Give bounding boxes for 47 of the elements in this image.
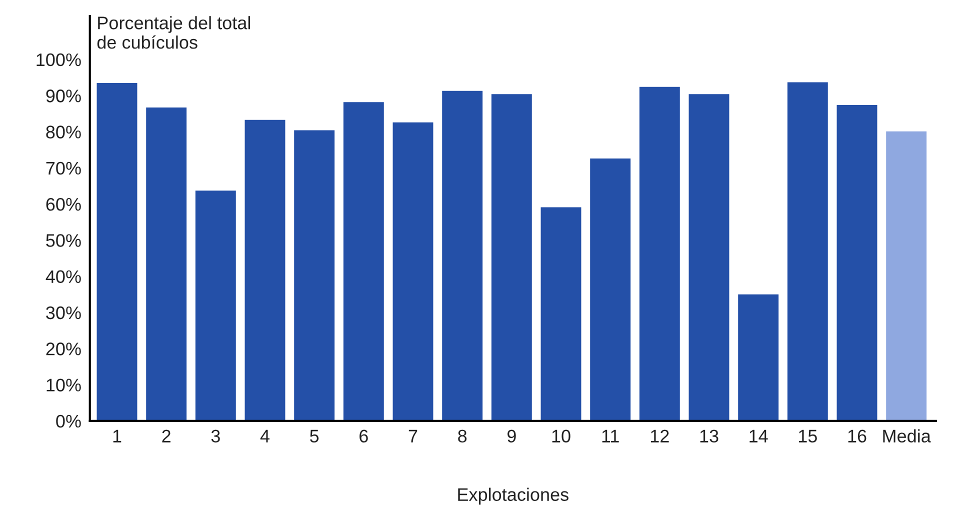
x-tick-label: 16 [848, 430, 866, 443]
y-tick-label: 100% [36, 53, 81, 66]
x-tick-label: 3 [211, 430, 220, 443]
bar [392, 122, 434, 421]
x-tick-label: 6 [360, 430, 368, 443]
y-tick-label: 90% [46, 90, 81, 102]
y-axis-title: Porcentaje del total de cubículos [97, 16, 250, 49]
x-tick-label: 4 [260, 430, 270, 442]
bar [294, 130, 335, 421]
bar [639, 86, 680, 421]
bar [738, 294, 779, 421]
y-tick-label: 60% [46, 198, 81, 211]
bar [787, 82, 828, 421]
x-tick-label: 15 [798, 430, 817, 443]
x-tick-label: 5 [310, 430, 319, 443]
bar [195, 190, 236, 421]
x-tick-label: 13 [700, 430, 718, 443]
bar [491, 94, 532, 421]
x-tick-label: Media [883, 429, 931, 443]
bar [590, 158, 631, 421]
bar [96, 82, 138, 421]
bar [442, 90, 483, 421]
x-tick-label: 11 [602, 430, 619, 442]
x-axis-title: Explotaciones [458, 488, 568, 505]
y-tick-label: 40% [46, 270, 81, 284]
bar [540, 207, 582, 421]
bar [146, 108, 187, 421]
x-tick-label: 9 [507, 430, 516, 443]
y-tick-label: 70% [46, 162, 81, 175]
bar [244, 120, 286, 421]
y-tick-label: 50% [46, 234, 81, 247]
bar [886, 131, 927, 421]
y-tick-label: 80% [46, 126, 81, 138]
x-tick-label: 7 [408, 430, 418, 442]
bar [343, 102, 384, 421]
y-tick-label: 0% [56, 414, 81, 428]
bar [688, 94, 730, 421]
x-tick-label: 12 [650, 430, 669, 442]
x-tick-label: 8 [458, 430, 467, 443]
x-tick-label: 1 [113, 430, 122, 442]
x-tick-label: 14 [750, 430, 768, 442]
x-tick-label: 10 [552, 430, 570, 443]
bar [836, 105, 878, 421]
y-tick-label: 10% [46, 378, 81, 392]
y-tick-label: 30% [46, 306, 81, 320]
x-tick-label: 2 [162, 430, 170, 442]
y-tick-label: 20% [46, 342, 81, 356]
